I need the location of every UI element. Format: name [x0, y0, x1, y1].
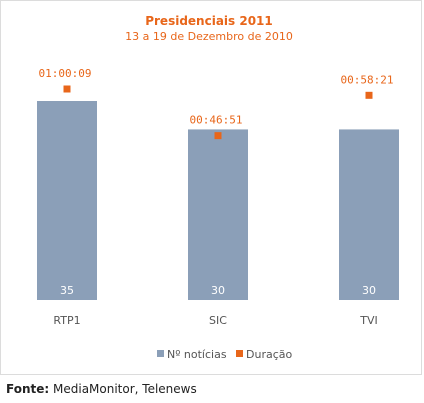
legend-label-noticias: Nº notícias	[167, 348, 227, 361]
legend-swatch-noticias	[157, 350, 164, 357]
duration-point	[63, 85, 71, 93]
chart-title: Presidenciais 2011	[145, 14, 273, 28]
chart-legend: Nº notícias Duração	[157, 348, 292, 361]
chart-marks: 35 RTP1 01:00:09 30 SIC 00:46:51 30 TVI 00:58:21	[37, 67, 399, 327]
legend-label-duracao: Duração	[246, 348, 292, 361]
category-label: SIC	[209, 314, 227, 327]
duration-label: 00:46:51	[190, 114, 243, 127]
bar-rtp1	[37, 101, 97, 300]
duration-point	[365, 91, 373, 99]
duration-point	[214, 132, 222, 140]
bar-value-label: 35	[60, 284, 74, 297]
bar-tvi	[339, 129, 399, 300]
bar-chart: Presidenciais 2011 13 a 19 de Dezembro d…	[37, 14, 399, 361]
legend-swatch-duracao	[236, 350, 243, 357]
category-label: RTP1	[53, 314, 80, 327]
chart-subtitle: 13 a 19 de Dezembro de 2010	[125, 30, 293, 43]
source-line: Fonte: MediaMonitor, Telenews	[6, 382, 197, 396]
duration-label: 01:00:09	[39, 67, 92, 80]
chart-frame: Presidenciais 2011 13 a 19 de Dezembro d…	[0, 0, 422, 375]
source-label: Fonte:	[6, 382, 50, 396]
bar-value-label: 30	[362, 284, 376, 297]
bar-sic	[188, 129, 248, 300]
source-text: MediaMonitor, Telenews	[53, 382, 197, 396]
duration-label: 00:58:21	[341, 73, 394, 86]
category-label: TVI	[359, 314, 378, 327]
bar-value-label: 30	[211, 284, 225, 297]
